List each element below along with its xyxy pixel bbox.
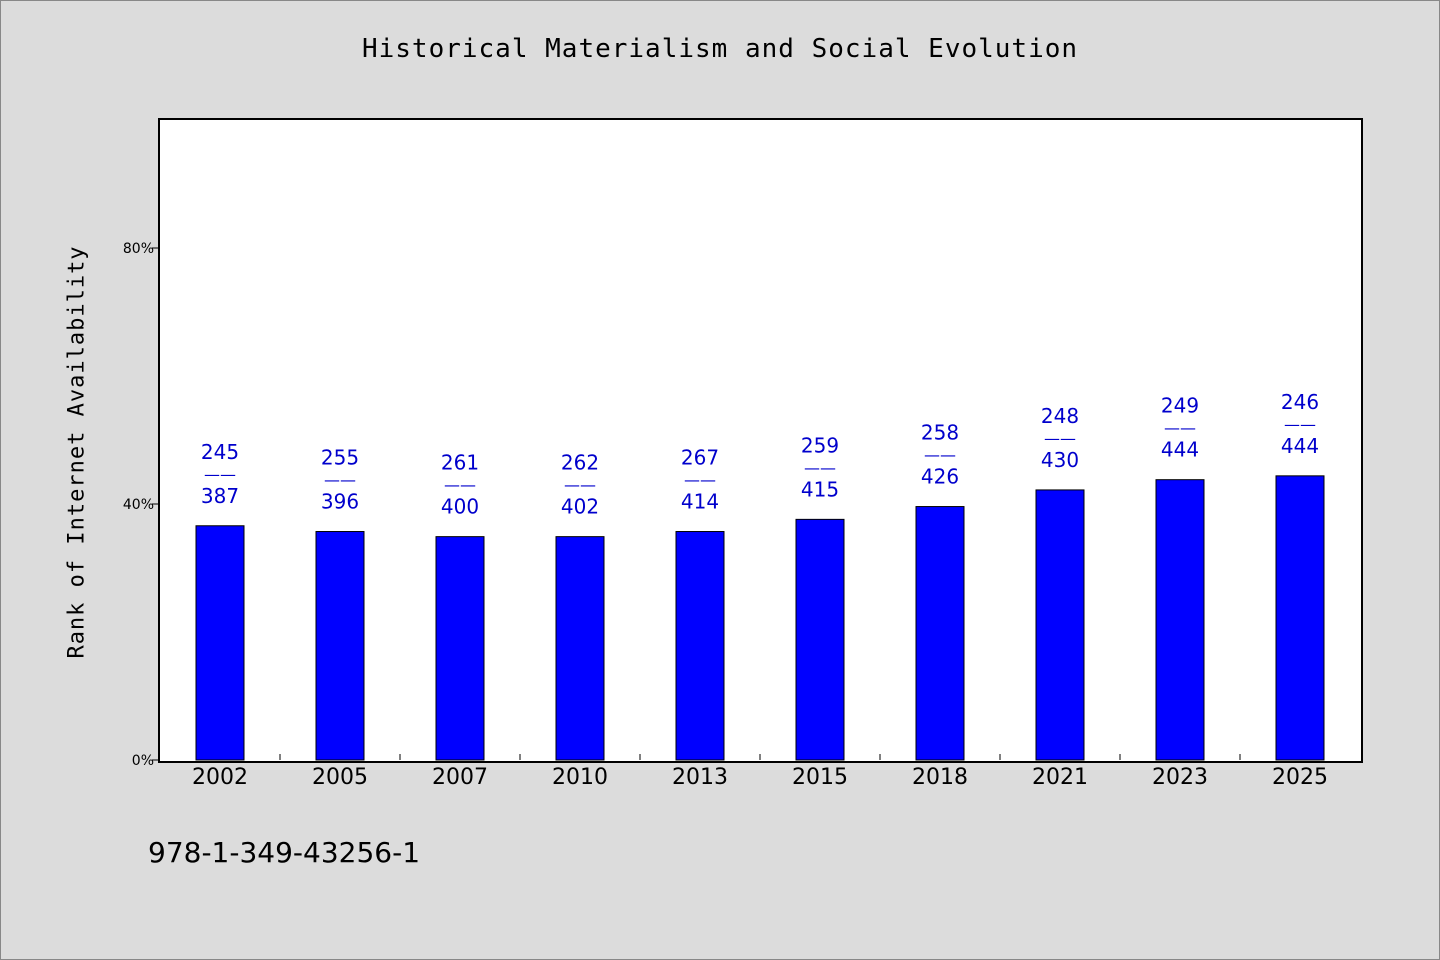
- x-tick-label: 2025: [1272, 765, 1328, 790]
- data-label-top: 246: [1281, 390, 1319, 414]
- data-label-separator: ——: [1044, 429, 1076, 448]
- bar: [195, 525, 245, 761]
- data-label-top: 258: [921, 421, 959, 445]
- x-tick-label: 2021: [1032, 765, 1088, 790]
- bar: [1155, 479, 1205, 761]
- data-label-bottom: 396: [321, 490, 359, 514]
- x-tick-label: 2018: [912, 765, 968, 790]
- bar: [555, 536, 605, 761]
- data-label-top: 262: [561, 451, 599, 475]
- bar: [915, 506, 965, 761]
- data-label-bottom: 400: [441, 495, 479, 519]
- x-tick-label: 2002: [192, 765, 248, 790]
- data-label-bottom: 430: [1041, 448, 1079, 472]
- data-label-bottom: 415: [801, 477, 839, 501]
- data-label-bottom: 414: [681, 490, 719, 514]
- y-tick-label: 40%: [123, 497, 154, 513]
- data-label-top: 259: [801, 433, 839, 457]
- x-tick-label: 2023: [1152, 765, 1208, 790]
- data-label-bottom: 426: [921, 465, 959, 489]
- bar: [435, 536, 485, 761]
- data-label-separator: ——: [564, 476, 596, 495]
- bar: [1035, 489, 1085, 761]
- bar: [795, 518, 845, 761]
- data-label-separator: ——: [204, 465, 236, 484]
- data-label-top: 245: [201, 440, 239, 464]
- data-label-bottom: 444: [1161, 438, 1199, 462]
- data-label-separator: ——: [1284, 415, 1316, 434]
- data-label-separator: ——: [684, 471, 716, 490]
- data-label-bottom: 444: [1281, 434, 1319, 458]
- data-label-top: 255: [321, 446, 359, 470]
- data-label-bottom: 387: [201, 484, 239, 508]
- bar: [315, 531, 365, 761]
- data-label-separator: ——: [804, 458, 836, 477]
- data-label-top: 248: [1041, 404, 1079, 428]
- data-label-top: 261: [441, 451, 479, 475]
- data-label-bottom: 402: [561, 495, 599, 519]
- x-tick-label: 2015: [792, 765, 848, 790]
- chart-title: Historical Materialism and Social Evolut…: [361, 34, 1079, 64]
- y-tick-label: 0%: [132, 753, 154, 769]
- bar: [1275, 475, 1325, 761]
- x-tick-label: 2007: [432, 765, 488, 790]
- x-tick-label: 2010: [552, 765, 608, 790]
- data-label-top: 249: [1161, 394, 1199, 418]
- bar: [675, 531, 725, 761]
- data-label-separator: ——: [444, 476, 476, 495]
- data-label-separator: ——: [324, 471, 356, 490]
- isbn-text: 978-1-349-43256-1: [148, 836, 421, 869]
- x-tick-label: 2013: [672, 765, 728, 790]
- data-label-top: 267: [681, 446, 719, 470]
- data-label-separator: ——: [924, 446, 956, 465]
- y-tick-label: 80%: [123, 241, 154, 257]
- x-tick-label: 2005: [312, 765, 368, 790]
- data-label-separator: ——: [1164, 419, 1196, 438]
